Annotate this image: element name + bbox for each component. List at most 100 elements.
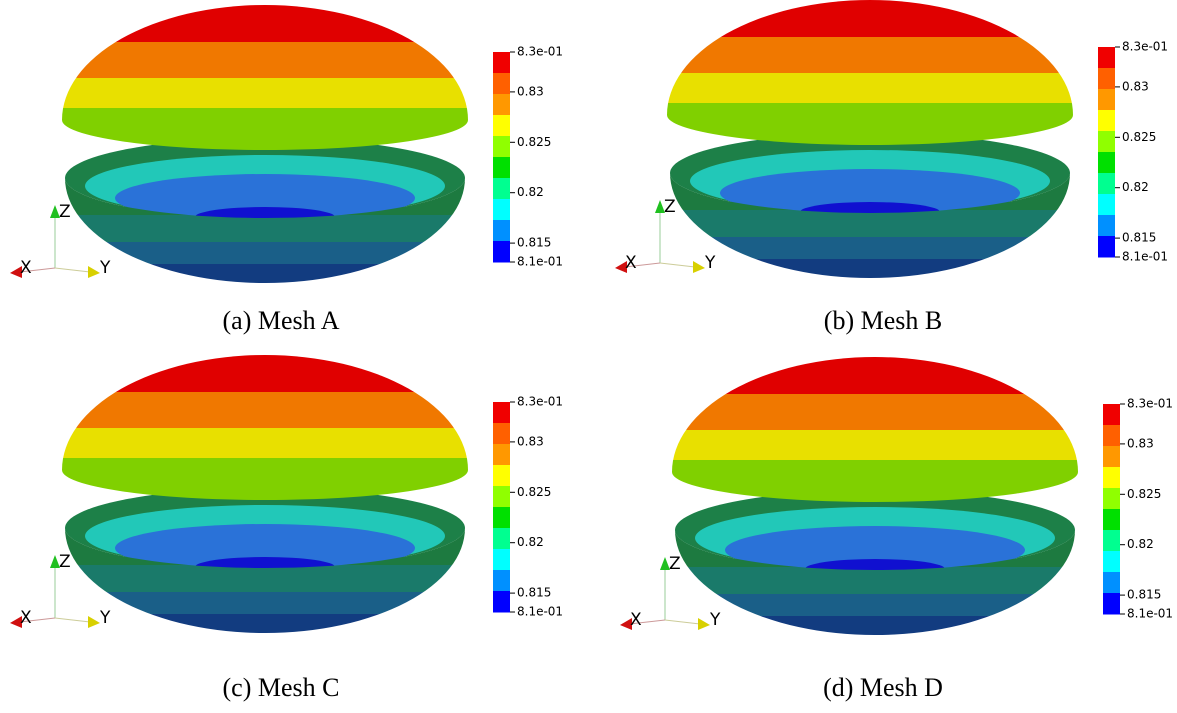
colorbar-band: [493, 220, 510, 242]
axis-z-head: [50, 555, 60, 568]
axis-label: Z: [59, 202, 71, 222]
axis-label: X: [630, 610, 642, 630]
colorbar-label: 8.1e-01: [517, 605, 563, 619]
colorbar-band: [1098, 152, 1115, 174]
axis-label: Y: [709, 610, 721, 630]
band: [65, 264, 465, 283]
dome: [667, 0, 1073, 145]
bowl-inner: [115, 174, 415, 222]
colorbar-band: [1103, 530, 1120, 552]
axis-y-head: [698, 618, 710, 630]
band: [65, 215, 465, 242]
colorbar-label: 0.825: [1122, 130, 1156, 144]
dome: [62, 355, 468, 500]
colorbar-label: 0.82: [1127, 537, 1154, 551]
axis-label: Y: [99, 258, 111, 278]
axis-label: X: [625, 253, 637, 273]
colorbar-label: 0.83: [1122, 79, 1149, 93]
panel: 8.3e-01 0.83 0.825 0.82 0.815 8.1e-01 Z Y X: [10, 5, 563, 283]
band: [675, 594, 1075, 616]
colorbar-label: 8.3e-01: [517, 395, 563, 409]
axis-label: Z: [59, 552, 71, 572]
bowl-inner: [115, 524, 415, 572]
axis-x-head: [10, 266, 22, 278]
caption: (b) Mesh B: [824, 306, 942, 335]
band: [62, 355, 468, 392]
colorbar-label: 8.3e-01: [1127, 397, 1173, 411]
colorbar-band: [1103, 446, 1120, 468]
colorbar-label: 8.3e-01: [1122, 40, 1168, 54]
axis-x: [19, 267, 56, 273]
colorbar-label: 0.83: [517, 434, 544, 448]
band: [62, 428, 468, 458]
colorbar-label: 0.82: [517, 535, 544, 549]
colorbar-band: [1098, 89, 1115, 111]
axis-y-head: [88, 266, 100, 278]
colorbar-label: 0.825: [517, 485, 551, 499]
colorbar-band: [493, 486, 510, 508]
colorbar-band: [1103, 467, 1120, 489]
colorbar-band: [1103, 551, 1120, 573]
axis-label: X: [20, 608, 32, 628]
colorbar-band: [1103, 425, 1120, 447]
axis-y: [659, 262, 696, 268]
colorbar-label: 0.83: [517, 84, 544, 98]
panel: 8.3e-01 0.83 0.825 0.82 0.815 8.1e-01 Z Y X: [10, 355, 563, 633]
band: [675, 616, 1075, 635]
colorbar-label: 0.83: [1127, 436, 1154, 450]
dome: [62, 5, 468, 150]
colorbar-band: [493, 178, 510, 200]
axis-label: Y: [704, 253, 716, 273]
axis-y: [54, 617, 91, 623]
bowl-inner: [720, 169, 1020, 217]
band: [667, 0, 1073, 37]
axis-label: Z: [669, 554, 681, 574]
colorbar-label: 0.815: [517, 236, 551, 250]
axis-label: Y: [99, 608, 111, 628]
band: [670, 259, 1070, 278]
colorbar-band: [1098, 173, 1115, 195]
colorbar-band: [1103, 593, 1120, 615]
colorbar-band: [493, 528, 510, 550]
colorbar-label: 8.1e-01: [1122, 250, 1168, 264]
axis-x-head: [10, 616, 22, 628]
colorbar-band: [1098, 215, 1115, 237]
colorbar-label: 0.82: [517, 185, 544, 199]
band: [670, 210, 1070, 237]
dome: [672, 357, 1078, 502]
bowl-inner: [725, 526, 1025, 574]
colorbar-label: 0.825: [517, 135, 551, 149]
colorbar-band: [493, 199, 510, 221]
colorbar-band: [493, 402, 510, 424]
axis-y-head: [88, 616, 100, 628]
axis-z-head: [660, 557, 670, 570]
colorbar-label: 8.3e-01: [517, 45, 563, 59]
band: [65, 592, 465, 614]
colorbar-band: [493, 241, 510, 263]
axis-y: [664, 619, 701, 625]
axis-x: [629, 619, 666, 625]
colorbar-band: [493, 157, 510, 179]
axis-z-head: [50, 205, 60, 218]
band: [65, 565, 465, 592]
colorbar-band: [1098, 47, 1115, 69]
colorbar-label: 0.82: [1122, 180, 1149, 194]
band: [675, 567, 1075, 594]
band: [62, 5, 468, 42]
band: [670, 237, 1070, 259]
colorbar-band: [493, 52, 510, 74]
colorbar-band: [1103, 572, 1120, 594]
band: [672, 430, 1078, 460]
colorbar-band: [493, 94, 510, 116]
colorbar-band: [1098, 194, 1115, 216]
colorbar-band: [1098, 110, 1115, 132]
axis-label: X: [20, 258, 32, 278]
colorbar-band: [493, 73, 510, 95]
colorbar-band: [493, 136, 510, 158]
colorbar-band: [493, 507, 510, 529]
band: [62, 78, 468, 108]
colorbar-label: 0.815: [1127, 588, 1161, 602]
caption: (d) Mesh D: [823, 673, 943, 702]
colorbar-band: [493, 549, 510, 571]
